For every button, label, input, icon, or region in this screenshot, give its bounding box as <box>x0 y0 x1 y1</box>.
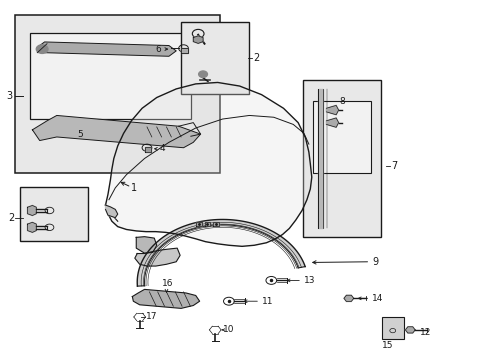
Text: 8: 8 <box>339 96 344 105</box>
Text: 1: 1 <box>131 183 137 193</box>
Polygon shape <box>137 220 305 286</box>
Text: 5: 5 <box>77 130 82 139</box>
Text: 3: 3 <box>6 91 13 101</box>
Polygon shape <box>343 295 353 301</box>
Polygon shape <box>317 89 322 228</box>
Text: 10: 10 <box>223 325 234 334</box>
Circle shape <box>198 71 207 77</box>
Polygon shape <box>27 222 36 232</box>
Text: 17: 17 <box>146 312 157 321</box>
Text: 7: 7 <box>390 161 396 171</box>
Polygon shape <box>213 222 219 226</box>
Bar <box>30 33 190 119</box>
Text: 13: 13 <box>304 276 315 285</box>
Polygon shape <box>193 36 203 43</box>
Polygon shape <box>132 289 199 309</box>
Polygon shape <box>326 118 338 127</box>
Text: 2: 2 <box>253 53 259 63</box>
Bar <box>312 101 370 173</box>
Polygon shape <box>181 48 188 53</box>
Polygon shape <box>105 205 118 218</box>
Bar <box>381 317 403 338</box>
Text: 14: 14 <box>371 294 383 303</box>
Polygon shape <box>27 206 36 216</box>
Bar <box>15 15 220 173</box>
Polygon shape <box>204 222 210 226</box>
Text: 12: 12 <box>419 328 430 337</box>
Polygon shape <box>195 222 201 226</box>
Text: 16: 16 <box>161 279 173 288</box>
Polygon shape <box>105 82 311 246</box>
Polygon shape <box>37 42 176 56</box>
Circle shape <box>36 45 48 53</box>
Text: 11: 11 <box>262 297 273 306</box>
Polygon shape <box>136 237 157 253</box>
Polygon shape <box>405 327 414 333</box>
Text: 15: 15 <box>381 341 393 350</box>
Bar <box>181 22 249 94</box>
Polygon shape <box>32 116 200 148</box>
Text: 9: 9 <box>371 257 378 267</box>
Text: 6: 6 <box>156 45 161 54</box>
Polygon shape <box>135 248 180 266</box>
Bar <box>20 187 88 241</box>
Text: 2: 2 <box>8 213 14 223</box>
Bar <box>303 80 380 237</box>
Polygon shape <box>145 147 151 152</box>
Polygon shape <box>326 105 338 115</box>
Text: 4: 4 <box>159 144 165 153</box>
